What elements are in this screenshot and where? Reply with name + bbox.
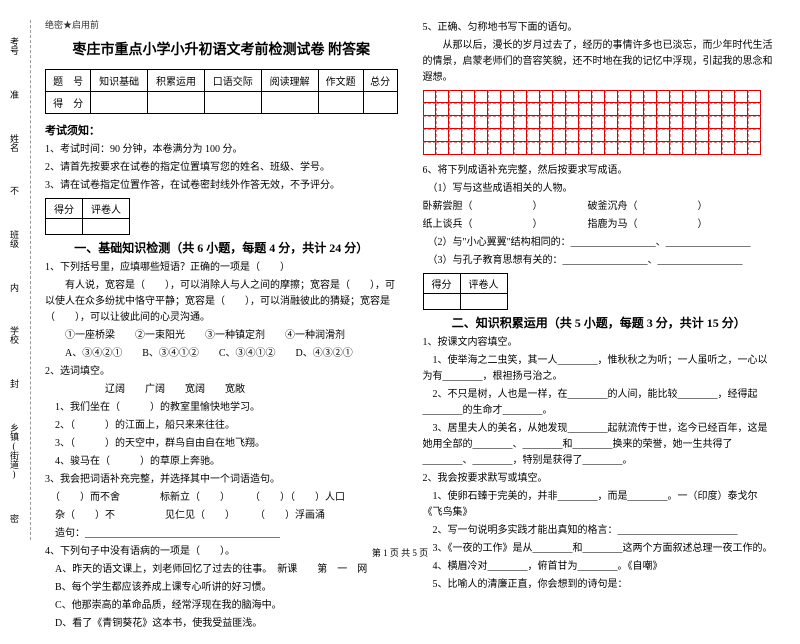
- td: 得分: [423, 274, 460, 294]
- q: 2、写一句说明多实践才能出真知的格言：_____________________…: [423, 523, 776, 539]
- side-tag: 准: [8, 87, 21, 102]
- q: 1、按课文内容填空。: [423, 335, 776, 351]
- side-tag: 不: [8, 183, 21, 198]
- page-footer: 第 1 页 共 5 页: [0, 546, 800, 559]
- q: 辽阔 广阔 宽阔 宽敞: [45, 382, 398, 398]
- right-column: 5、正确、匀称地书写下面的语句。 从那以后，漫长的岁月过去了，经历的事情许多也已…: [423, 18, 776, 634]
- th: 口语交际: [204, 70, 261, 92]
- td: [91, 92, 148, 114]
- q: 杂（ ）不 见仁见（ ） （ ）浮画涌: [45, 508, 398, 524]
- q: 造句：_____________________________________…: [45, 526, 398, 542]
- q: 1、使卵石臻于完美的，并非________，而是________。一（印度）泰戈…: [423, 489, 776, 521]
- td: [318, 92, 363, 114]
- q: A、③④②① B、③④①② C、③④①② D、④③②①: [45, 346, 398, 362]
- notice-item: 2、请首先按要求在试卷的指定位置填写您的姓名、班级、学号。: [45, 160, 398, 176]
- q: 1、下列括号里，应填哪些短语？正确的一项是（ ）: [45, 260, 398, 276]
- q: D、看了《青铜葵花》这本书，使我受益匪浅。: [45, 616, 398, 632]
- td: [46, 219, 83, 235]
- th: 积累运用: [148, 70, 205, 92]
- section-1-title: 一、基础知识检测（共 6 小题，每题 4 分，共计 24 分）: [45, 239, 398, 256]
- fold-line: [30, 20, 31, 540]
- grade-box: 得分评卷人: [45, 198, 130, 235]
- q: 4、横眉冷对________，俯首甘为________。《自嘲》: [423, 559, 776, 575]
- q: 2、（ ）的江面上，船只来来往往。: [45, 418, 398, 434]
- q: 2、不只是树，人也是一样，在________的人间，能比较________，经得…: [423, 387, 776, 419]
- td: [423, 294, 460, 310]
- td: 评卷人: [83, 199, 130, 219]
- side-label: 学校: [8, 323, 21, 347]
- score-table: 题 号 知识基础 积累运用 口语交际 阅读理解 作文题 总分 得 分: [45, 69, 398, 114]
- th: 总分: [363, 70, 397, 92]
- q: 5、比喻人的清廉正直，你会想到的诗句是：: [423, 577, 776, 593]
- side-tag: 内: [8, 280, 21, 295]
- q: ①一座桥梁 ②一束阳光 ③一种镇定剂 ④一种润滑剂: [45, 328, 398, 344]
- q: 1、使举海之二虫笑，其一人________，惟秋秋之为听；一人虽听之，一心以为有…: [423, 353, 776, 385]
- side-tag: 封: [8, 376, 21, 391]
- q: 1、我们坐在（ ）的教室里愉快地学习。: [45, 400, 398, 416]
- secret-label: 绝密★启用前: [45, 18, 398, 31]
- td: [363, 92, 397, 114]
- q: A、昨天的语文课上，刘老师回忆了过去的往事。 新课 第 一 网: [45, 562, 398, 578]
- notice-title: 考试须知：: [45, 122, 398, 138]
- section-2-title: 二、知识积累运用（共 5 小题，每题 3 分，共计 15 分）: [423, 314, 776, 331]
- side-tag: 密: [8, 511, 21, 526]
- side-label: 班级: [8, 227, 21, 251]
- td: [460, 294, 507, 310]
- q: 5、正确、匀称地书写下面的语句。: [423, 20, 776, 36]
- q: （1）写与这些成语相关的人物。: [423, 181, 776, 197]
- notice-item: 3、请在试卷指定位置作答，在试卷密封线外作答无效，不予评分。: [45, 178, 398, 194]
- left-column: 绝密★启用前 枣庄市重点小学小升初语文考前检测试卷 附答案 题 号 知识基础 积…: [45, 18, 398, 634]
- td: [204, 92, 261, 114]
- writing-grid: [423, 90, 776, 155]
- notice-item: 1、考试时间：90 分钟，本卷满分为 100 分。: [45, 142, 398, 158]
- th: 作文题: [318, 70, 363, 92]
- q: 6、将下列成语补充完整，然后按要求写成语。: [423, 163, 776, 179]
- grade-box: 得分评卷人: [423, 273, 508, 310]
- th: 阅读理解: [261, 70, 318, 92]
- td: 得分: [46, 199, 83, 219]
- td: [261, 92, 318, 114]
- exam-title: 枣庄市重点小学小升初语文考前检测试卷 附答案: [45, 39, 398, 59]
- q: 2、选词填空。: [45, 364, 398, 380]
- td: 评卷人: [460, 274, 507, 294]
- q: 3、（ ）的天空中，群鸟自由自在地飞翔。: [45, 436, 398, 452]
- q: 卧薪尝胆（ ） 破釜沉舟（ ）: [423, 199, 776, 215]
- q: 2、我会按要求默写或填空。: [423, 471, 776, 487]
- side-label: 乡镇(街道): [8, 420, 21, 482]
- q: 有人说，宽容是（ ），可以消除人与人之间的摩擦；宽容是（ ），可以使人在众多纷扰…: [45, 278, 398, 326]
- th: 题 号: [46, 70, 91, 92]
- td: [83, 219, 130, 235]
- q: （ ）而不舍 标新立（ ） （ ）（ ）人口: [45, 490, 398, 506]
- q: 3、我会把词语补充完整，并选择其中一个词语造句。: [45, 472, 398, 488]
- q: C、他那崇高的革命品质，经常浮现在我的脑海中。: [45, 598, 398, 614]
- td: [148, 92, 205, 114]
- q: 3、居里夫人的美名，从她发现________起就流传于世，迄今已经百年，这是她用…: [423, 421, 776, 469]
- q: （3）与孔子教育思想有关的：_________________、________…: [423, 253, 776, 269]
- side-label: 考号: [8, 34, 21, 58]
- th: 知识基础: [91, 70, 148, 92]
- q: 4、骏马在（ ）的草原上奔驰。: [45, 454, 398, 470]
- q: 从那以后，漫长的岁月过去了，经历的事情许多也已淡忘，而少年时代生活的情景，启蒙老…: [423, 38, 776, 86]
- q: B、每个学生都应该养成上课专心听讲的好习惯。: [45, 580, 398, 596]
- td: 得 分: [46, 92, 91, 114]
- q: （2）与"小心翼翼"结构相同的：_________________、______…: [423, 235, 776, 251]
- q: 纸上谈兵（ ） 指鹿为马（ ）: [423, 217, 776, 233]
- side-label: 姓名: [8, 131, 21, 155]
